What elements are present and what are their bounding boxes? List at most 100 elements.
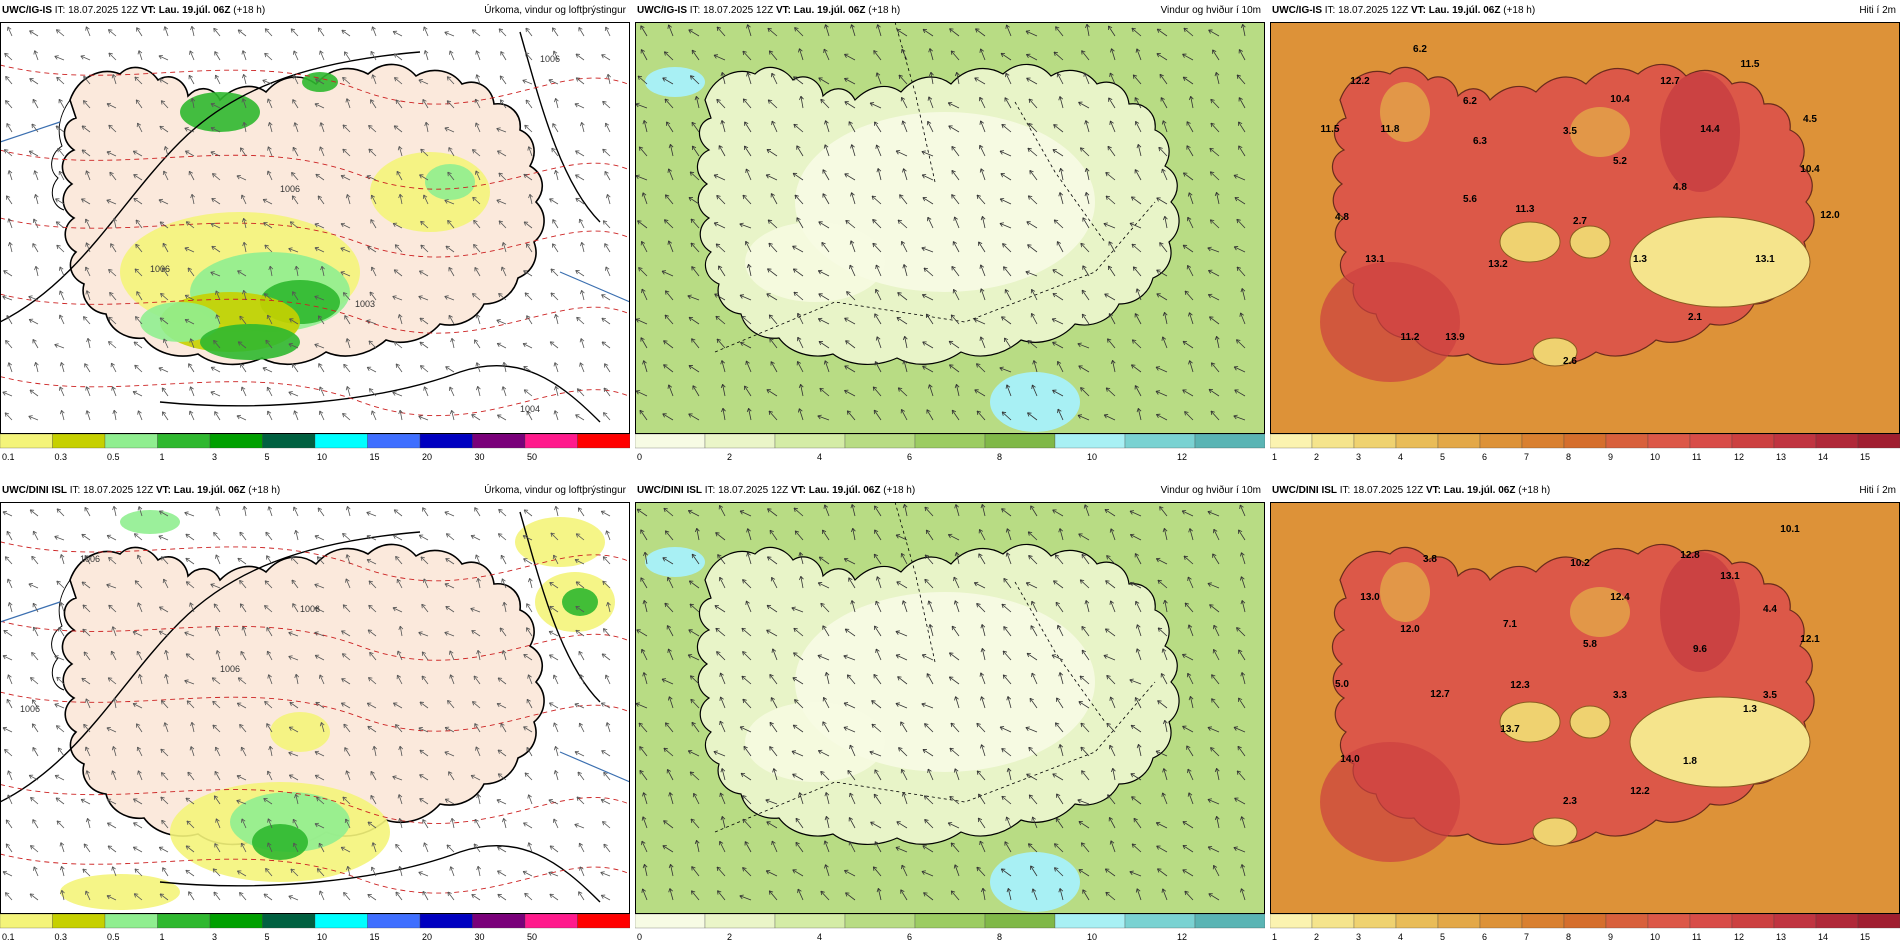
wind-arrowhead (689, 771, 692, 776)
wind-arrow (1111, 48, 1116, 61)
wind-arrow (1105, 172, 1116, 181)
wind-arrowhead (423, 578, 428, 582)
wind-arrow (851, 144, 856, 157)
wind-arrowhead (999, 367, 1003, 372)
wind-arrow (1163, 528, 1168, 541)
wind-arrowhead (82, 628, 85, 634)
wind-arrowhead (213, 27, 218, 30)
wind-arrowhead (472, 196, 477, 199)
wind-arrowhead (922, 341, 925, 346)
wind-arrowhead (1210, 123, 1213, 128)
wind-arrow (981, 744, 986, 757)
wind-arrowhead (744, 145, 749, 149)
wind-arrowhead (664, 194, 667, 199)
wind-arrowhead (1078, 102, 1081, 106)
wind-arrow (56, 580, 65, 589)
wind-arrowhead (498, 220, 501, 225)
colorbar-swatch (0, 434, 53, 449)
wind-arrowhead (368, 148, 371, 154)
wind-arrowhead (184, 150, 188, 155)
wind-arrow (1129, 679, 1142, 685)
wind-arrow (31, 123, 39, 133)
wind-arrowhead (239, 531, 244, 534)
wind-arrowhead (1031, 600, 1036, 604)
wind-arrowhead (902, 360, 905, 365)
wind-arrow (1210, 219, 1220, 229)
colorbar-tick-label: 1 (160, 932, 165, 942)
wind-arrowhead (32, 699, 37, 702)
wind-arrowhead (343, 292, 348, 295)
wind-arrow (160, 100, 169, 109)
wind-arrowhead (211, 246, 214, 251)
wind-arrowhead (526, 603, 531, 606)
wind-arrowhead (242, 218, 244, 223)
wind-arrowhead (690, 171, 695, 174)
wind-arrowhead (926, 529, 931, 533)
wind-arrow (606, 530, 611, 541)
wind-arrow (472, 196, 481, 205)
wind-arrowhead (772, 648, 777, 652)
wind-arrowhead (83, 651, 88, 654)
wind-arrowhead (320, 266, 323, 271)
wind-arrowhead (399, 625, 404, 630)
wind-arrowhead (1082, 649, 1086, 653)
wind-arrowhead (902, 792, 907, 796)
wind-arrowhead (1109, 817, 1114, 820)
wind-arrowhead (851, 24, 855, 28)
wind-arrowhead (767, 268, 770, 273)
wind-arrowhead (291, 172, 293, 177)
wind-arrowhead (927, 768, 932, 772)
wind-arrowhead (1111, 48, 1115, 52)
wind-arrow (165, 650, 169, 661)
wind-arrowhead (267, 146, 269, 151)
wind-arrow (344, 747, 351, 757)
wind-arrowhead (1055, 601, 1060, 605)
wind-arrow (954, 768, 960, 781)
wind-arrowhead (824, 504, 829, 508)
wind-arrowhead (294, 794, 297, 799)
map-canvas: 1006 1006 1003 1004 1006 (0, 22, 630, 434)
wind-arrowhead (499, 627, 504, 630)
wind-arrowhead (475, 554, 477, 559)
wind-arrowhead (184, 511, 189, 513)
wind-arrow (1033, 360, 1038, 373)
wind-arrow (602, 101, 611, 109)
wind-arrowhead (395, 555, 400, 559)
wind-arrowhead (184, 127, 188, 132)
wind-arrow (317, 507, 325, 517)
wind-arrowhead (241, 50, 244, 55)
wind-arrowhead (897, 292, 902, 294)
wind-arrow (602, 148, 611, 157)
wind-arrowhead (695, 96, 700, 100)
wind-arrow (799, 792, 804, 805)
wind-arrowhead (292, 195, 297, 198)
wind-arrowhead (824, 672, 827, 677)
wind-arrowhead (929, 72, 932, 77)
wind-arrowhead (818, 341, 822, 346)
wind-arrowhead (395, 244, 400, 247)
wind-arrow (160, 556, 169, 565)
wind-arrowhead (2, 871, 6, 876)
wind-arrow (133, 150, 143, 157)
wind-arrowhead (314, 295, 319, 297)
wind-arrowhead (292, 146, 297, 150)
wind-arrow (106, 199, 117, 205)
wind-arrowhead (849, 744, 854, 748)
wind-arrow (1001, 411, 1012, 421)
wind-arrowhead (928, 624, 931, 629)
wind-arrowhead (8, 770, 12, 774)
wind-arrow (663, 820, 674, 829)
wind-arrowhead (767, 27, 772, 30)
wind-arrow (822, 193, 830, 205)
wind-arrowhead (1004, 841, 1009, 844)
wind-arrowhead (80, 55, 85, 57)
wind-arrowhead (602, 580, 607, 583)
wind-arrowhead (1238, 97, 1243, 100)
wind-arrowhead (635, 103, 639, 108)
wind-arrowhead (135, 316, 140, 319)
wind-arrow (497, 414, 507, 421)
wind-arrowhead (691, 338, 693, 343)
wind-arrowhead (875, 648, 877, 654)
wind-arrowhead (30, 797, 33, 802)
wind-arrowhead (793, 76, 796, 81)
